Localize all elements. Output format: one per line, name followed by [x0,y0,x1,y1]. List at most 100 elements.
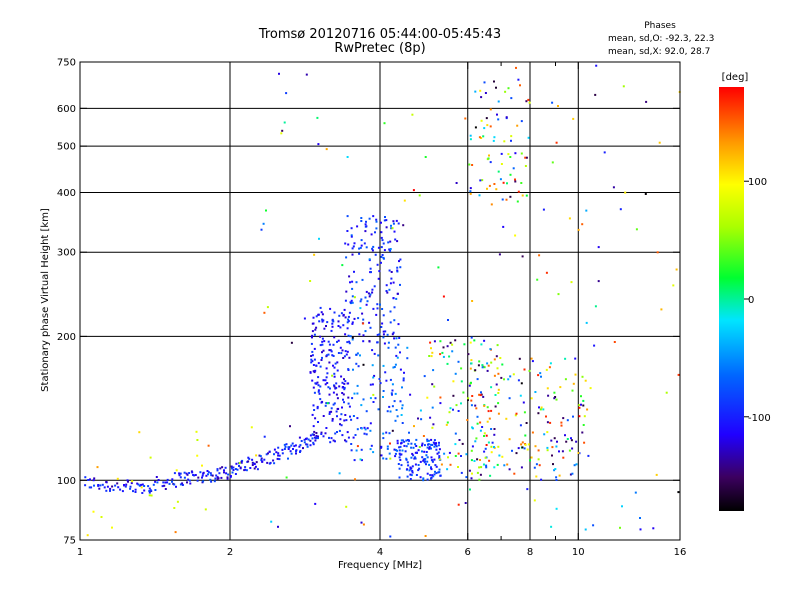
data-point [422,458,425,461]
data-point [471,472,473,475]
data-point [278,72,280,75]
data-point [330,437,333,440]
data-point [369,293,372,296]
data-point [229,475,232,477]
data-point [571,389,574,392]
data-point [409,473,412,476]
data-point [312,370,315,373]
data-point [375,313,378,316]
data-point [174,531,177,534]
data-point [360,220,363,222]
data-point [150,494,153,497]
colorbar [719,87,744,511]
data-point [382,432,385,435]
data-point [402,377,405,380]
data-point [430,347,432,350]
data-point [351,287,354,290]
data-point [205,474,208,477]
data-point [270,520,273,523]
data-point [388,288,391,291]
data-point [335,382,338,385]
data-point [434,470,436,473]
data-point [360,298,363,301]
data-point [442,355,445,358]
data-point [394,363,397,366]
data-point [313,253,316,256]
data-point [540,406,543,409]
data-point [409,466,412,469]
data-point [346,327,349,330]
data-point [469,488,471,491]
data-point [209,472,212,475]
data-point [141,492,144,494]
data-point [514,234,517,237]
data-point [517,379,520,382]
data-point [483,81,486,84]
data-point [327,353,330,356]
data-point [346,230,349,232]
data-point [171,480,173,483]
data-point [196,439,199,441]
data-point [546,446,549,449]
data-point [381,239,384,242]
data-point [437,471,440,474]
data-point [389,378,392,381]
data-point [495,383,498,386]
data-point [485,466,488,469]
data-point [119,488,122,491]
data-point [487,410,490,413]
data-point [333,336,336,339]
data-point [281,129,284,132]
data-point [347,436,350,439]
data-point [164,488,167,490]
data-point [129,485,132,488]
data-point [354,434,357,436]
data-point [93,484,95,487]
data-point [361,278,364,281]
data-point [334,440,336,443]
data-point [398,452,401,455]
data-point [179,472,182,475]
data-point [406,346,409,349]
data-point [548,366,551,369]
y-tick-label: 400 [57,188,76,199]
data-point [338,472,341,475]
data-point [298,436,301,439]
data-point [645,100,648,103]
data-point [391,383,394,386]
data-point [294,444,297,447]
data-point [318,320,321,323]
data-point [359,354,361,357]
data-point [550,439,553,442]
data-point [394,238,397,241]
data-point [497,372,500,375]
data-point [546,387,549,390]
data-point [332,403,335,406]
data-point [328,349,331,352]
data-point [479,421,482,424]
data-point [311,334,314,337]
data-point [555,507,558,510]
data-point [480,466,483,469]
data-point [252,462,255,465]
data-point [538,254,541,257]
data-point [612,186,615,189]
data-point [423,444,426,447]
data-point [201,464,203,467]
data-point [517,447,520,450]
data-point [479,179,482,182]
data-point [394,452,397,455]
data-point [240,461,243,464]
data-point [493,428,496,430]
data-point [365,290,368,293]
data-point [479,429,482,432]
data-point [341,434,344,437]
data-point [482,135,485,138]
data-point [405,457,408,460]
data-point [474,126,477,129]
data-point [261,460,264,463]
data-point [285,476,288,479]
data-point [586,408,589,411]
data-point [372,376,375,379]
data-point [418,446,421,448]
